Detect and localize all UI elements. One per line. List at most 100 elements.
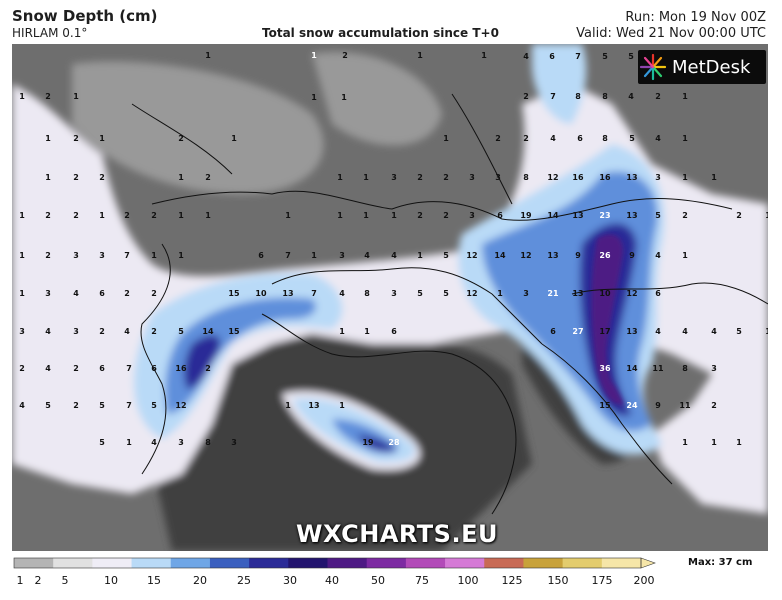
grid-value-label: 7 [126, 401, 132, 410]
grid-value-label: 1 [363, 211, 369, 220]
value-labels: 1121146755312111278842112121122468541122… [19, 51, 768, 447]
grid-value-label: 21 [547, 289, 559, 298]
grid-value-label: 1 [45, 173, 51, 182]
scale-tick-label: 25 [237, 574, 251, 587]
scale-color-cell [249, 558, 289, 568]
grid-value-label: 2 [124, 289, 130, 298]
grid-value-label: 1 [99, 211, 105, 220]
grid-value-label: 1 [682, 92, 688, 101]
scale-tick-label: 100 [458, 574, 479, 587]
snow-contour-30 [591, 234, 623, 405]
grid-value-label: 3 [469, 211, 475, 220]
grid-value-label: 5 [602, 52, 608, 61]
grid-value-label: 26 [599, 251, 611, 260]
grid-value-label: 13 [282, 289, 293, 298]
grid-value-label: 11 [679, 401, 691, 410]
grid-value-label: 13 [626, 211, 637, 220]
grid-value-label: 10 [599, 289, 611, 298]
grid-value-label: 1 [682, 173, 688, 182]
grid-value-label: 2 [45, 92, 51, 101]
grid-value-label: 1 [151, 251, 157, 260]
grid-value-label: 5 [443, 289, 449, 298]
scale-tick-label: 150 [548, 574, 569, 587]
grid-value-label: 19 [362, 438, 374, 447]
snow-depth-map: 1121146755312111278842112121122468541122… [12, 44, 768, 551]
grid-value-label: 16 [599, 173, 611, 182]
grid-value-label: 3 [231, 438, 237, 447]
grid-value-label: 24 [626, 401, 638, 410]
grid-value-label: 3 [469, 173, 475, 182]
grid-value-label: 2 [417, 211, 423, 220]
grid-value-label: 2 [711, 401, 717, 410]
grid-value-label: 6 [391, 327, 397, 336]
starburst-logo-icon [639, 53, 667, 81]
grid-value-label: 17 [599, 327, 610, 336]
map-title: Snow Depth (cm) [12, 7, 158, 25]
grid-value-label: 14 [626, 364, 638, 373]
color-scale-bar: 1 2 5 10 15 20 25 30 40 50 75 100 125 150 175 200 [13, 557, 656, 587]
grid-value-label: 2 [495, 134, 501, 143]
grid-value-label: 1 [711, 438, 717, 447]
grid-value-label: 3 [391, 289, 397, 298]
grid-value-label: 3 [19, 327, 25, 336]
scale-color-cell [53, 558, 93, 568]
grid-value-label: 1 [711, 173, 717, 182]
borders [131, 93, 768, 515]
scale-color-cell [327, 558, 368, 568]
scale-color-cell [445, 558, 485, 568]
grid-value-label: 36 [599, 364, 611, 373]
grid-value-label: 13 [308, 401, 319, 410]
grid-value-label: 1 [99, 134, 105, 143]
grid-value-label: 5 [655, 211, 661, 220]
grid-value-label: 1 [337, 211, 343, 220]
grid-value-label: 15 [599, 401, 611, 410]
grid-value-label: 6 [655, 289, 661, 298]
grid-value-label: 3 [391, 173, 397, 182]
grid-value-label: 1 [363, 173, 369, 182]
grid-value-label: 6 [258, 251, 264, 260]
scale-color-cell [366, 558, 407, 568]
grid-value-label: 13 [572, 211, 583, 220]
grid-value-label: 1 [178, 173, 184, 182]
grid-value-label: 2 [73, 173, 79, 182]
grid-value-label: 7 [126, 364, 132, 373]
grid-value-label: 4 [682, 327, 688, 336]
grid-value-label: 9 [575, 251, 581, 260]
map-subtitle: Total snow accumulation since T+0 [262, 26, 499, 40]
grid-value-label: 1 [19, 92, 25, 101]
grid-value-label: 1 [73, 92, 79, 101]
grid-value-label: 3 [178, 438, 184, 447]
snow-contour-20 [184, 335, 221, 389]
grid-value-label: 7 [550, 92, 556, 101]
scale-tick-label: 20 [193, 574, 207, 587]
grid-value-label: 4 [151, 438, 157, 447]
grid-value-label: 2 [682, 211, 688, 220]
grid-value-label: 9 [655, 401, 661, 410]
scale-tick-label: 10 [104, 574, 118, 587]
model-label: HIRLAM 0.1° [12, 26, 88, 40]
grid-value-label: 1 [391, 211, 397, 220]
grid-value-label: 5 [45, 401, 51, 410]
scale-tick-label: 1 [17, 574, 24, 587]
grid-value-label: 11 [652, 364, 664, 373]
grid-value-label: 12 [626, 289, 637, 298]
scale-color-cell [288, 558, 328, 568]
grid-value-label: 2 [151, 289, 157, 298]
grid-value-label: 10 [255, 289, 267, 298]
grid-value-label: 1 [285, 401, 291, 410]
scale-tick-label: 15 [147, 574, 161, 587]
grid-value-label: 1 [19, 251, 25, 260]
grid-value-label: 1 [765, 327, 768, 336]
grid-value-label: 1 [178, 211, 184, 220]
metdesk-logo: MetDesk [638, 50, 766, 84]
scale-tick-label: 75 [415, 574, 429, 587]
grid-value-label: 1 [341, 93, 347, 102]
grid-value-label: 1 [481, 51, 487, 60]
grid-value-label: 12 [466, 251, 477, 260]
grid-value-label: 8 [575, 92, 581, 101]
scale-color-cell [14, 558, 54, 568]
grid-value-label: 4 [391, 251, 397, 260]
grid-value-label: 2 [73, 211, 79, 220]
grid-value-label: 2 [523, 134, 529, 143]
grid-value-label: 6 [99, 289, 105, 298]
